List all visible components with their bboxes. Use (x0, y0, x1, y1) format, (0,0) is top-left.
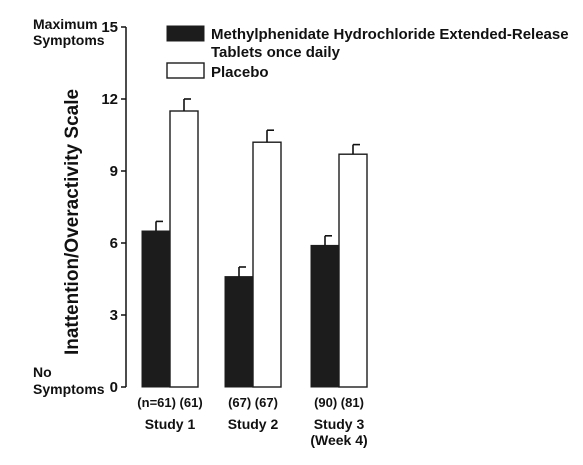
category-label: (Week 4) (310, 432, 367, 448)
category-label: Study 2 (228, 416, 279, 432)
bars (141, 98, 368, 388)
sample-size-label: (67) (67) (228, 395, 278, 410)
maximum-symptoms-note: Symptoms (33, 32, 105, 48)
y-axis-label: Inattention/Overactivity Scale (62, 89, 83, 355)
maximum-symptoms-note: Maximum (33, 16, 98, 32)
y-tick-label: 12 (101, 91, 118, 108)
y-axis: 0 3 6 9 12 15 (101, 19, 127, 396)
y-tick-label: 15 (101, 19, 118, 36)
y-tick-label: 9 (110, 163, 118, 180)
legend-label-methylphenidate: Methylphenidate Hydrochloride Extended-R… (211, 26, 569, 43)
bar-placebo (252, 141, 282, 388)
legend-swatch-placebo (166, 62, 205, 79)
no-symptoms-note: No (33, 364, 52, 380)
legend-label-methylphenidate: Tablets once daily (211, 44, 341, 61)
y-tick-label: 3 (110, 307, 118, 324)
y-tick-label: 0 (110, 379, 118, 396)
category-label: Study 3 (314, 416, 365, 432)
legend-swatch-methylphenidate (166, 25, 205, 42)
legend-label-placebo: Placebo (211, 64, 269, 81)
bar-methylphenidate (224, 276, 254, 388)
no-symptoms-note: Symptoms (33, 381, 105, 397)
y-tick-label: 6 (110, 235, 118, 252)
x-axis-labels: (n=61) (61) Study 1 (67) (67) Study 2 (90) (… (137, 395, 367, 448)
bar-placebo (338, 153, 368, 388)
bar-placebo (169, 110, 199, 388)
sample-size-label: (90) (81) (314, 395, 364, 410)
category-label: Study 1 (145, 416, 196, 432)
sample-size-label: (n=61) (61) (137, 395, 202, 410)
bar-methylphenidate (310, 244, 340, 388)
legend: Methylphenidate Hydrochloride Extended-R… (166, 25, 569, 81)
bar-methylphenidate (141, 230, 171, 388)
